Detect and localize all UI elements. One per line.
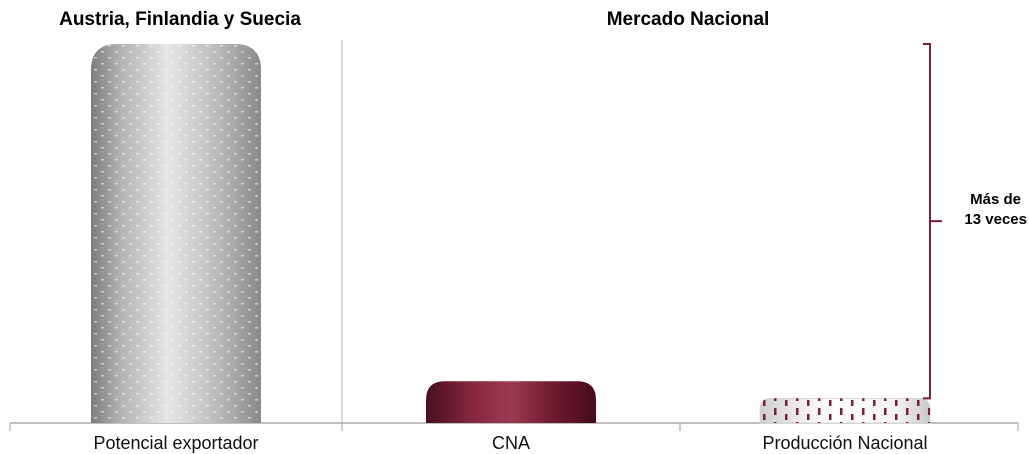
annotation-line-1: Más de bbox=[970, 191, 1021, 208]
annotation-line-2: 13 veces bbox=[964, 211, 1027, 228]
bar-produccion-nacional bbox=[759, 397, 931, 424]
left-panel-title: Austria, Finlandia y Suecia bbox=[59, 9, 301, 30]
bar-potencial-exportador bbox=[91, 44, 261, 423]
bar-cna bbox=[426, 381, 596, 423]
tick-label-produccion-nacional: Producción Nacional bbox=[762, 433, 927, 453]
tick-label-potencial-exportador: Potencial exportador bbox=[93, 433, 258, 453]
tick-label-cna: CNA bbox=[492, 433, 530, 453]
bracket-annotation bbox=[923, 43, 942, 400]
right-panel-title: Mercado Nacional bbox=[607, 9, 770, 30]
